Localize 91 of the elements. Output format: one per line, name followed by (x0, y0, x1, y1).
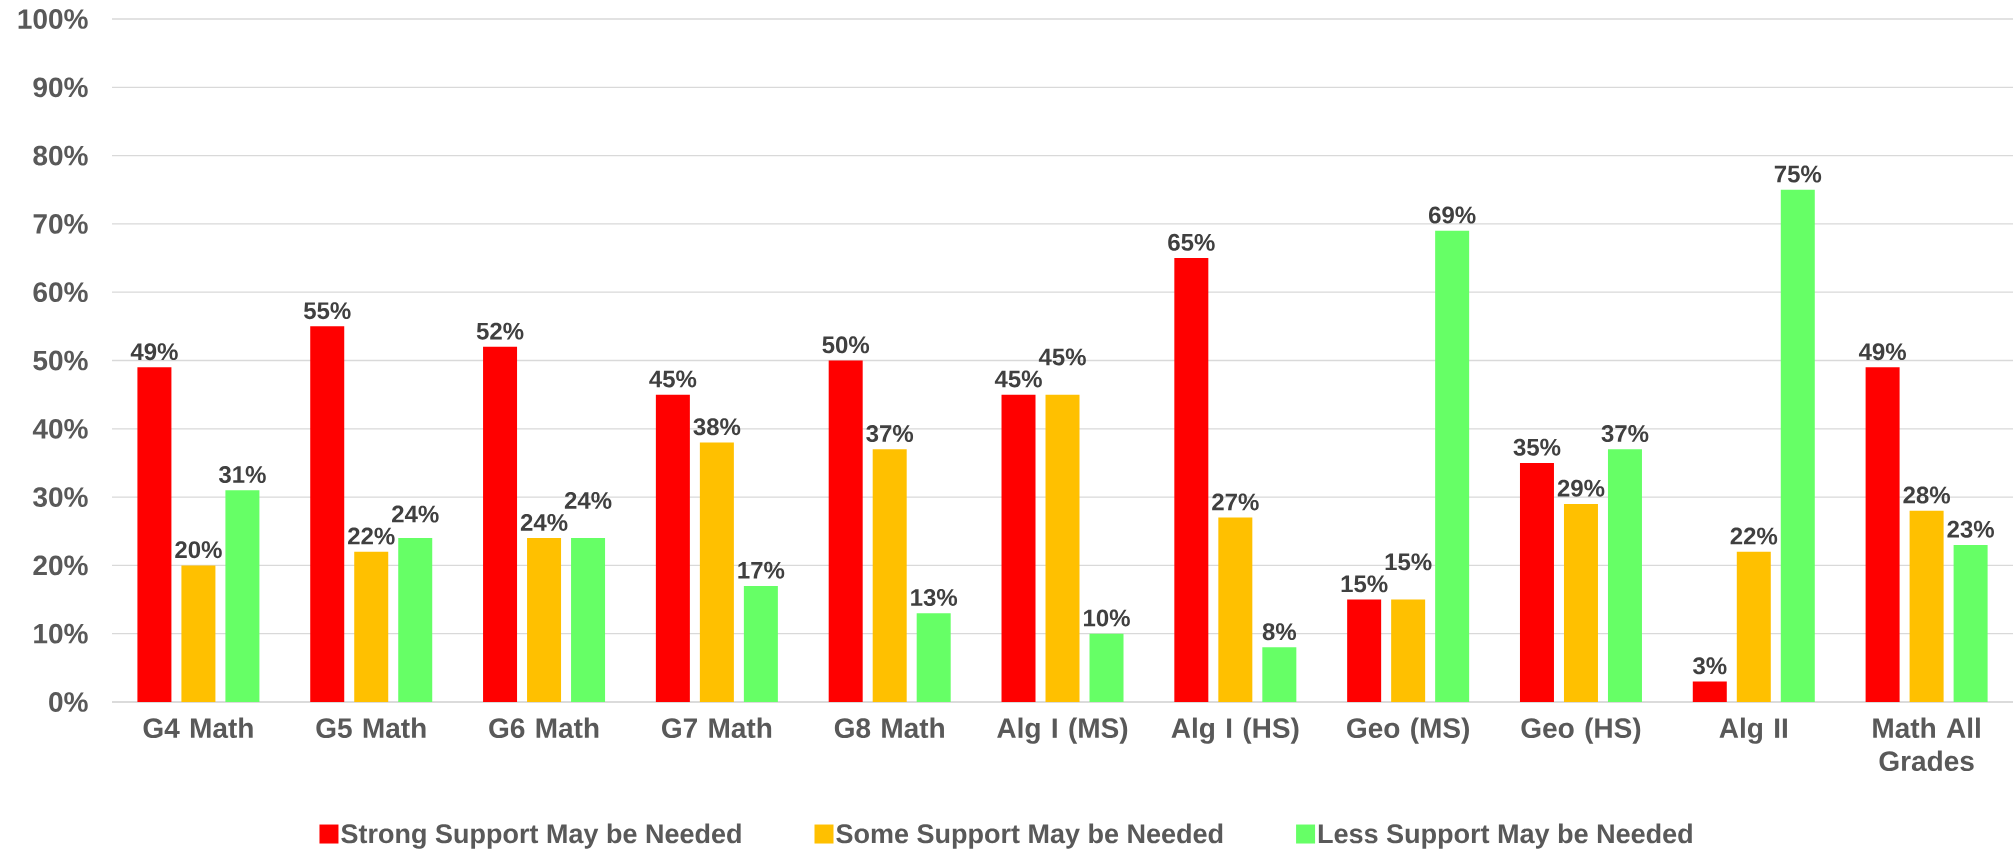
x-tick-label: Geo (HS) (1521, 717, 1641, 744)
bar (655, 394, 690, 702)
data-label: 8% (1262, 623, 1297, 641)
y-tick-label: 70% (33, 213, 88, 234)
bar (1001, 394, 1036, 702)
data-label: 38% (693, 418, 741, 436)
bar (1607, 449, 1642, 702)
data-label: 35% (1513, 438, 1561, 456)
data-label: 24% (392, 505, 439, 523)
data-label: 49% (130, 343, 178, 361)
bar (1865, 367, 1900, 702)
bar (225, 490, 260, 702)
bar (137, 367, 172, 702)
legend-label: Strong Support May be Needed (341, 823, 741, 849)
bar (398, 538, 433, 702)
bar (1519, 462, 1554, 702)
data-label: 37% (1601, 425, 1649, 443)
bar (1218, 517, 1253, 702)
x-tick-label: Alg I (HS) (1171, 717, 1299, 744)
bar (1435, 230, 1470, 702)
bar (1174, 258, 1209, 702)
y-tick-label: 30% (33, 487, 88, 508)
bar (1736, 551, 1771, 702)
x-tick-label: G6 Math (489, 717, 599, 739)
x-tick-label: G8 Math (834, 717, 944, 739)
data-label: 15% (1341, 575, 1388, 593)
bar (1391, 599, 1426, 702)
data-label: 27% (1212, 493, 1259, 511)
bar (743, 585, 778, 702)
y-tick-label: 40% (32, 418, 88, 439)
bar (1909, 510, 1944, 702)
bar (1045, 394, 1080, 702)
data-label: 3% (1692, 657, 1727, 675)
data-label: 45% (649, 370, 697, 388)
bar (1262, 647, 1297, 702)
data-label: 75% (1774, 165, 1822, 183)
y-tick-label: 80% (33, 145, 88, 166)
bar (1347, 599, 1382, 702)
data-label: 22% (348, 527, 395, 545)
legend-label: Some Support May be Needed (836, 823, 1223, 849)
data-label: 24% (520, 513, 568, 531)
bar (1089, 633, 1124, 702)
data-label: 17% (738, 561, 785, 579)
y-tick-label: 0% (49, 692, 88, 712)
data-label: 20% (175, 541, 222, 559)
data-label: 10% (1084, 609, 1130, 627)
x-tick-label: Alg II (1719, 717, 1787, 744)
x-tick-label: Geo (MS) (1347, 717, 1469, 744)
bar (1953, 544, 1988, 702)
y-tick-label: 20% (33, 555, 88, 576)
data-label: 69% (1429, 206, 1476, 224)
bar (916, 613, 951, 702)
x-tick-label: G7 Math (662, 717, 772, 739)
y-tick-label: 60% (33, 282, 88, 303)
x-tick-label: G5 Math (316, 717, 426, 739)
data-label: 29% (1557, 479, 1605, 497)
bar (1780, 189, 1815, 702)
data-label: 13% (911, 588, 958, 607)
data-label: 65% (1168, 233, 1215, 251)
bar (527, 538, 562, 702)
data-label: 15% (1385, 553, 1432, 571)
bar (571, 538, 606, 702)
data-label: 31% (218, 466, 266, 484)
bar (1692, 681, 1727, 702)
legend-label: Less Support May be Needed (1318, 823, 1692, 849)
data-label: 28% (1903, 486, 1950, 504)
data-label: 45% (994, 370, 1042, 388)
bar (828, 360, 863, 702)
y-tick-label: 90% (33, 77, 88, 98)
y-tick-label: 10% (34, 623, 88, 644)
data-label: 55% (303, 302, 351, 320)
x-tick-label: Math All Grades (1873, 717, 1980, 772)
data-label: 45% (1038, 348, 1086, 366)
data-label: 49% (1858, 343, 1906, 361)
y-tick-label: 100% (18, 9, 88, 29)
bar (872, 449, 907, 702)
bar (1563, 503, 1598, 702)
bar (181, 565, 216, 702)
data-label: 37% (866, 425, 914, 443)
bar (483, 346, 518, 702)
x-tick-label: Alg I (MS) (997, 717, 1128, 744)
data-label: 23% (1947, 520, 1994, 538)
data-label: 52% (476, 322, 524, 340)
data-label: 50% (822, 336, 870, 354)
bar (310, 326, 345, 702)
data-label: 22% (1730, 527, 1778, 545)
x-tick-label: G4 Math (143, 717, 253, 739)
bar (699, 442, 734, 702)
bar (354, 551, 389, 702)
data-label: 24% (564, 491, 612, 509)
y-tick-label: 50% (33, 350, 88, 371)
